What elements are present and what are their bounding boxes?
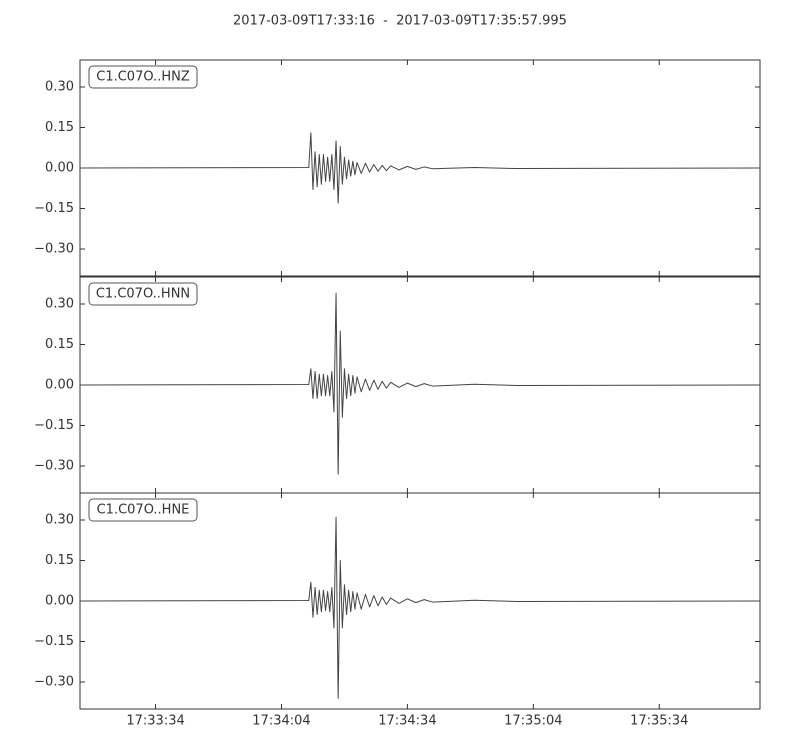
y-tick-label: −0.30	[34, 459, 74, 474]
x-tick-label: 17:35:04	[504, 714, 562, 729]
y-tick-label: −0.30	[34, 242, 74, 257]
y-tick-label: 0.15	[45, 553, 74, 568]
y-tick-label: 0.00	[45, 161, 74, 176]
y-tick-label: −0.30	[34, 675, 74, 690]
trace-label-box	[88, 282, 198, 306]
y-tick-label: 0.15	[45, 337, 74, 352]
y-tick-label: 0.15	[45, 120, 74, 135]
waveform	[79, 292, 761, 475]
trace-label: C1.C07O..HNE	[97, 503, 190, 518]
y-tick-label: 0.00	[45, 378, 74, 393]
x-tick-label: 17:34:04	[252, 714, 310, 729]
y-tick-label: −0.15	[34, 634, 74, 649]
y-tick-label: −0.15	[34, 201, 74, 216]
x-tick-label: 17:33:34	[126, 714, 184, 729]
x-tick-label: 17:34:34	[378, 714, 436, 729]
trace-label: C1.C07O..HNZ	[96, 70, 190, 85]
trace-label-box	[88, 498, 198, 522]
waveform	[79, 516, 761, 699]
y-tick-label: 0.30	[45, 297, 74, 312]
trace-label: C1.C07O..HNN	[96, 287, 190, 302]
chart-title: 2017-03-09T17:33:16 - 2017-03-09T17:35:5…	[233, 14, 567, 29]
y-tick-label: 0.00	[45, 594, 74, 609]
waveform	[79, 132, 761, 204]
trace-label-box	[88, 65, 198, 89]
y-tick-label: −0.15	[34, 418, 74, 433]
y-tick-label: 0.30	[45, 513, 74, 528]
x-tick-label: 17:35:34	[630, 714, 688, 729]
y-tick-label: 0.30	[45, 80, 74, 95]
